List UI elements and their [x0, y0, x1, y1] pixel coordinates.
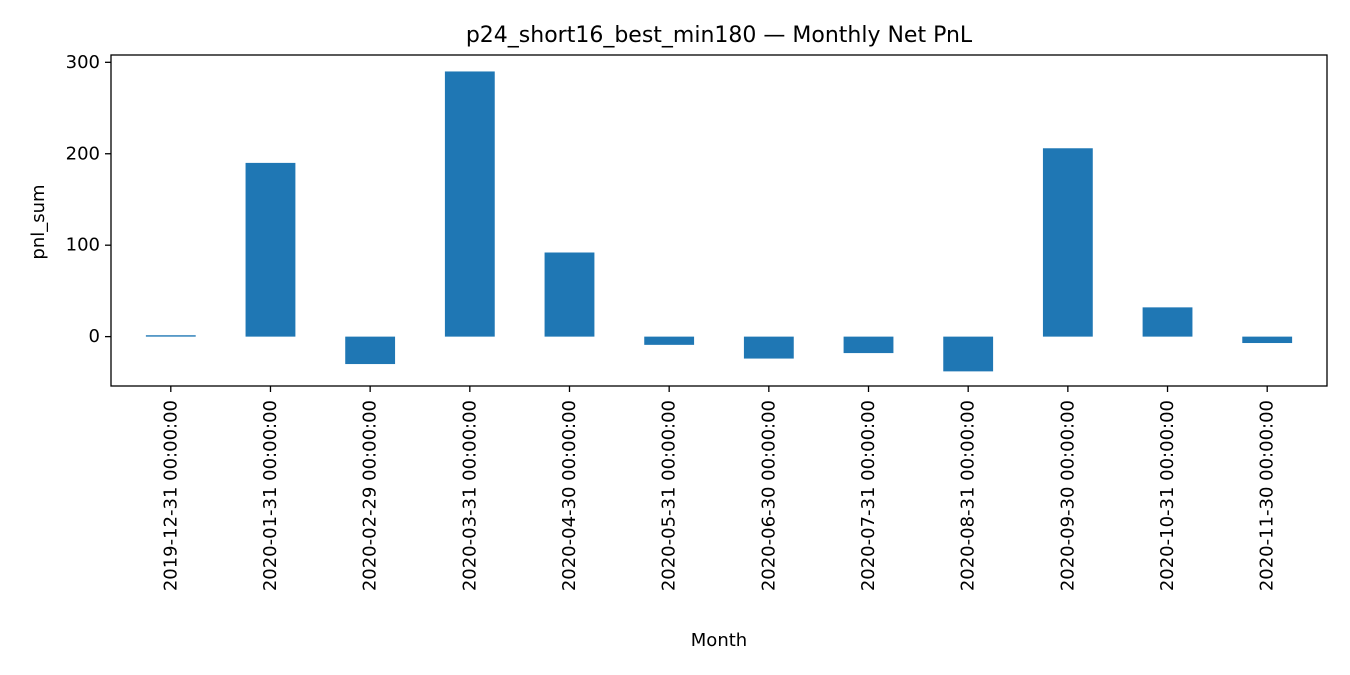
x-tick-label: 2020-07-31 00:00:00 — [858, 400, 879, 591]
bar-2020-10-31 — [1142, 307, 1193, 337]
x-tick-label: 2020-04-30 00:00:00 — [559, 400, 580, 591]
x-axis: 2019-12-31 00:00:00 2020-01-31 00:00:00 20… — [160, 386, 1278, 591]
x-tick-label: 2020-08-31 00:00:00 — [958, 400, 979, 591]
x-tick-label: 2020-01-31 00:00:00 — [260, 400, 281, 591]
bar-2019-12-31 — [145, 335, 196, 337]
x-tick-label: 2020-11-30 00:00:00 — [1257, 400, 1278, 591]
x-tick-label: 2020-10-31 00:00:00 — [1157, 400, 1178, 591]
bar-2020-11-30 — [1242, 336, 1293, 344]
x-tick-label: 2020-03-31 00:00:00 — [459, 400, 480, 591]
y-axis: 0 100 200 300 — [66, 52, 111, 347]
y-tick-label: 100 — [66, 235, 100, 256]
bar-2020-02-29 — [345, 336, 396, 365]
bar-2020-05-31 — [644, 336, 695, 345]
x-axis-label: Month — [691, 630, 747, 651]
plot-frame — [110, 54, 1328, 387]
bar-2020-04-30 — [544, 252, 595, 337]
y-tick-label: 200 — [66, 143, 100, 164]
bar-2020-06-30 — [743, 336, 794, 359]
x-tick-label: 2020-02-29 00:00:00 — [360, 400, 381, 591]
bar-2020-01-31 — [245, 162, 296, 337]
bar-2020-03-31 — [444, 71, 495, 337]
bar-2020-07-31 — [843, 336, 894, 354]
x-tick-label: 2020-05-31 00:00:00 — [659, 400, 680, 591]
bar-2020-08-31 — [943, 336, 994, 372]
bar-2020-09-30 — [1042, 148, 1093, 337]
y-tick-label: 0 — [89, 326, 100, 347]
y-tick-label: 300 — [66, 52, 100, 73]
chart-title: p24_short16_best_min180 — Monthly Net Pn… — [466, 23, 973, 48]
x-tick-label: 2019-12-31 00:00:00 — [160, 400, 181, 591]
bars-group — [145, 71, 1293, 372]
y-axis-label: pnl_sum — [28, 184, 49, 259]
x-tick-label: 2020-06-30 00:00:00 — [758, 400, 779, 591]
x-tick-label: 2020-09-30 00:00:00 — [1057, 400, 1078, 591]
